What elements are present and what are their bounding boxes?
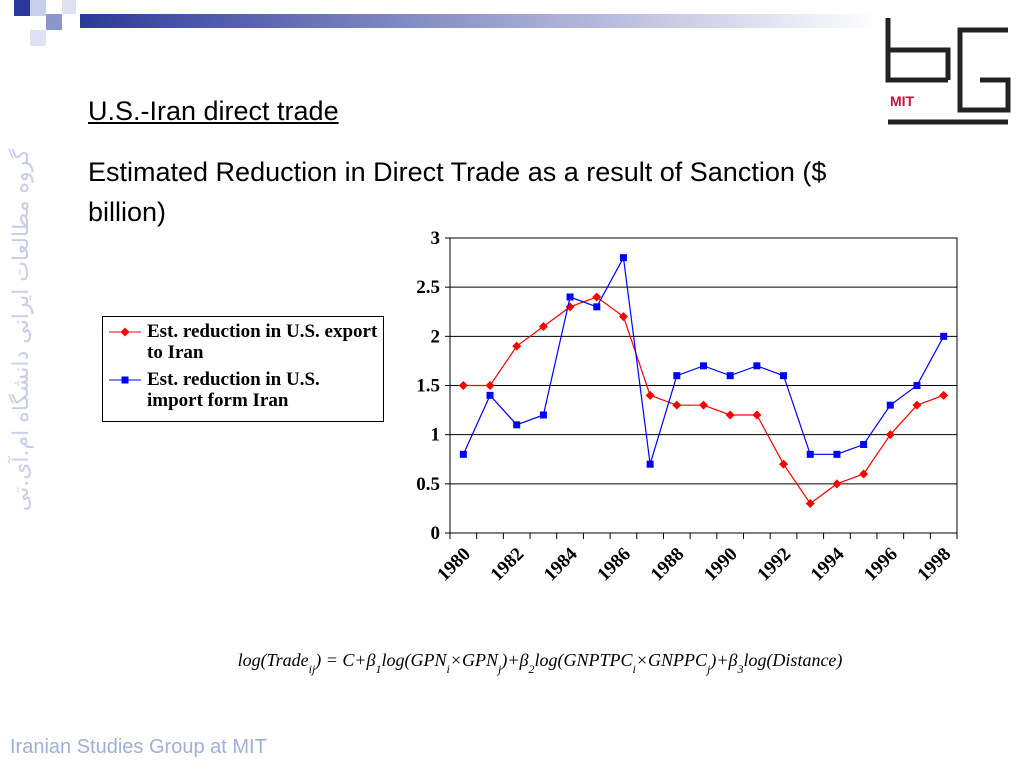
formula: log(Tradeij) = C+β1log(GPNi×GPNj)+β2log(… (238, 650, 843, 676)
marker (592, 292, 602, 302)
formula-part: ) = C+β (314, 650, 375, 671)
logo (885, 18, 1011, 125)
decor (62, 0, 76, 14)
decor (46, 14, 62, 30)
x-tick-label: 1998 (913, 544, 955, 586)
legend-label: Est. reduction in U.S. export to Iran (147, 321, 378, 363)
marker (459, 450, 467, 458)
formula-part: ×GPN (450, 650, 499, 670)
marker (780, 372, 788, 380)
x-tick-label: 1990 (700, 544, 742, 586)
marker (566, 293, 574, 301)
marker (538, 322, 548, 331)
marker (725, 410, 735, 420)
x-tick-label: 1984 (540, 543, 582, 585)
marker (513, 421, 521, 429)
slide-title: U.S.-Iran direct trade (88, 96, 339, 126)
marker (805, 499, 815, 508)
chart-title: Estimated Reduction in Direct Trade as a… (88, 157, 827, 227)
marker (593, 303, 601, 311)
x-tick-label: 1992 (753, 544, 795, 586)
series-line (462, 255, 945, 465)
marker (645, 390, 655, 400)
marker (673, 372, 681, 380)
legend-label: Est. reduction in U.S. import form Iran (147, 369, 320, 411)
y-tick-label: 1 (431, 425, 441, 446)
marker (806, 450, 814, 458)
side-text: گروه مطالعات ایرانی دانشگاه ام.آی.تی (7, 148, 34, 511)
y-tick-label: 0.5 (416, 474, 440, 495)
formula-part: )+β (500, 650, 528, 671)
x-tick-label: 1986 (593, 544, 635, 586)
formula-part: )+β (709, 650, 737, 671)
logo-text: MIT (890, 93, 915, 109)
marker (752, 410, 762, 420)
legend-swatch (109, 376, 141, 384)
marker (832, 479, 842, 489)
marker (700, 362, 707, 370)
x-tick-label: 1988 (647, 544, 689, 586)
formula-sub: 3 (736, 662, 743, 676)
y-tick-label: 0 (431, 523, 441, 544)
y-tick-label: 2.5 (416, 277, 440, 298)
marker (859, 469, 869, 479)
marker (885, 430, 895, 440)
plot-frame (449, 237, 958, 534)
legend-entry: Est. reduction in U.S. export to Iran (109, 321, 379, 363)
y-tick-label: 1.5 (416, 376, 440, 397)
marker (912, 400, 922, 410)
marker (886, 401, 894, 409)
marker (833, 450, 841, 458)
marker (779, 459, 789, 469)
marker (458, 381, 468, 390)
decor (30, 0, 46, 16)
marker (618, 312, 628, 322)
decor (30, 30, 46, 46)
formula-part: log(GPN (382, 650, 448, 671)
marker (913, 382, 921, 389)
legend: Est. reduction in U.S. export to Iran Est… (102, 316, 384, 422)
formula-part: log(Trade (238, 650, 309, 671)
marker (726, 372, 734, 380)
formula-sub: i (447, 662, 450, 676)
formula-sub: j (705, 662, 711, 676)
formula-part: log(Distance) (743, 650, 842, 671)
decor (14, 0, 30, 16)
formula-part: ×GNPPC (636, 650, 708, 670)
formula-part: log(GNPTPC (534, 650, 633, 671)
marker (539, 411, 547, 419)
y-tick-label: 2 (431, 326, 441, 347)
marker (512, 341, 522, 351)
marker (646, 460, 654, 468)
legend-marker (120, 327, 130, 337)
x-tick-label: 1982 (487, 544, 529, 586)
marker (860, 441, 868, 448)
formula-sub: 2 (528, 662, 534, 676)
marker (940, 332, 948, 340)
marker (485, 381, 495, 390)
formula-sub: i (632, 662, 635, 676)
x-tick-label: 1980 (433, 544, 475, 586)
marker (939, 390, 949, 400)
marker (672, 400, 682, 410)
y-tick-label: 3 (431, 228, 441, 249)
formula-sub: 1 (376, 662, 382, 676)
footer: Iranian Studies Group at MIT (10, 736, 267, 758)
legend-swatch (109, 327, 141, 337)
formula-sub: ij (309, 662, 316, 676)
x-tick-label: 1996 (860, 544, 902, 586)
legend-entry: Est. reduction in U.S. import form Iran (109, 369, 379, 411)
x-tick-label: 1994 (807, 543, 849, 585)
marker (486, 391, 494, 399)
formula-sub: j (496, 662, 502, 676)
marker (619, 254, 627, 262)
series-line (463, 296, 944, 505)
marker (753, 362, 761, 370)
header-bar (80, 14, 880, 28)
legend-marker (121, 376, 129, 384)
marker (699, 400, 708, 410)
